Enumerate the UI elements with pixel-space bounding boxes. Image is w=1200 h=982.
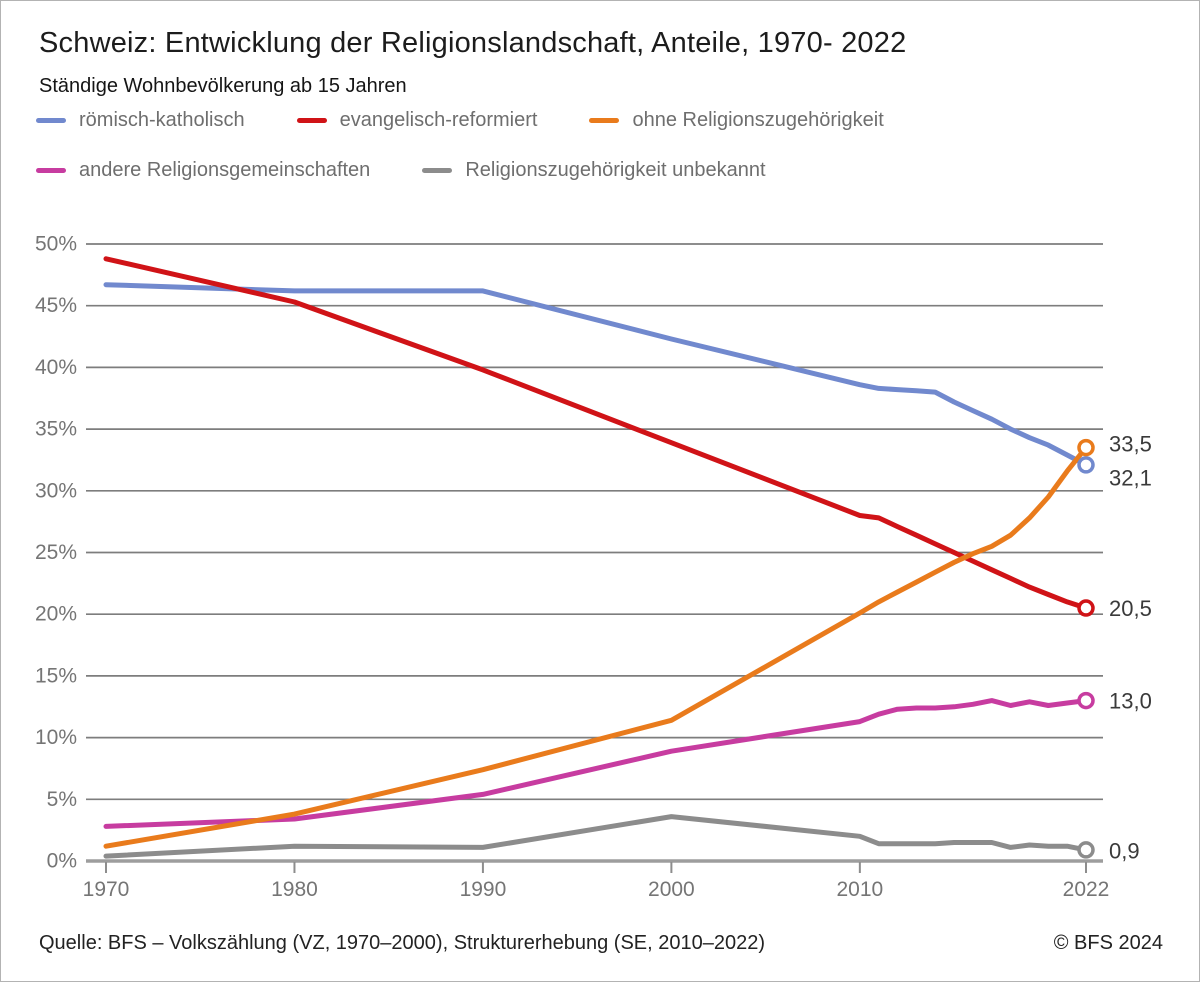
legend-item-ohne-religionszugehoerigkeit: ohne Religionszugehörigkeit	[589, 109, 884, 132]
y-axis-tick-label: 15%	[35, 664, 77, 687]
y-axis-tick-label: 30%	[35, 479, 77, 502]
legend-label: römisch-katholisch	[79, 109, 245, 131]
legend-swatch-icon	[36, 118, 66, 123]
axis-labels-layer: 0% 5% 10% 15% 20% 25% 30% 35% 40% 45% 50% 1970 1980 1…	[35, 233, 1152, 901]
legend-row-2: andere Religionsgemeinschaften Religions…	[36, 159, 1176, 182]
copyright-note: © BFS 2024	[1053, 932, 1163, 954]
series-end-value-label-2: 33,5	[1109, 431, 1152, 456]
page-title: Schweiz: Entwicklung der Religionslandsc…	[39, 27, 907, 59]
y-axis-tick-label: 20%	[35, 603, 77, 626]
legend-swatch-icon	[422, 168, 453, 173]
y-axis-tick-label: 50%	[35, 233, 77, 256]
x-axis-tick-label: 1980	[271, 878, 318, 901]
legend-label: andere Religionsgemeinschaften	[79, 159, 371, 181]
series-end-value-label-1: 20,5	[1109, 596, 1152, 621]
y-axis-tick-label: 0%	[47, 850, 77, 873]
legend-swatch-icon	[589, 118, 620, 123]
legend-item-religionszugehoerigkeit-unbekannt: Religionszugehörigkeit unbekannt	[422, 159, 766, 182]
series-line-2	[103, 445, 1089, 849]
x-axis-tick-label: 2010	[836, 878, 883, 901]
legend-item-evangelisch-reformiert: evangelisch-reformiert	[296, 109, 538, 132]
y-axis-tick-label: 10%	[35, 726, 77, 749]
series-end-marker-2	[1077, 438, 1095, 457]
legend-swatch-icon	[36, 168, 66, 173]
legend-label: evangelisch-reformiert	[339, 109, 538, 131]
legend-label: Religionszugehörigkeit unbekannt	[465, 159, 766, 181]
series-end-marker-3	[1077, 691, 1095, 710]
series-end-marker-1	[1077, 599, 1095, 617]
series-line-3	[103, 698, 1089, 829]
x-axis-tick-label: 2022	[1063, 878, 1110, 901]
series-end-value-label-0: 32,1	[1109, 466, 1152, 491]
source-note: Quelle: BFS – Volkszählung (VZ, 1970–200…	[39, 932, 766, 954]
chart-legend: römisch-katholisch evangelisch-reformier…	[36, 109, 1176, 209]
series-end-marker-0	[1077, 456, 1095, 474]
legend-label: ohne Religionszugehörigkeit	[632, 109, 884, 131]
series-end-marker-4	[1077, 841, 1095, 859]
legend-item-andere-religionsgemeinschaften: andere Religionsgemeinschaften	[36, 159, 370, 182]
y-axis-tick-label: 45%	[35, 294, 77, 317]
legend-item-roemisch-katholisch: römisch-katholisch	[36, 109, 245, 132]
x-axis-tick-label: 2000	[648, 878, 695, 901]
series-lines-layer	[103, 256, 1095, 859]
x-axis-tick-label: 1990	[460, 878, 507, 901]
gridlines-layer	[86, 243, 1103, 873]
legend-swatch-icon	[296, 118, 327, 123]
series-line-0	[103, 282, 1089, 468]
y-axis-tick-label: 25%	[35, 541, 77, 564]
series-end-value-label-3: 13,0	[1109, 688, 1152, 713]
y-axis-tick-label: 40%	[35, 356, 77, 379]
series-line-4	[103, 814, 1089, 859]
chart-subtitle: Ständige Wohnbevölkerung ab 15 Jahren	[39, 75, 407, 97]
series-end-value-label-4: 0,9	[1109, 839, 1140, 864]
x-axis-tick-label: 1970	[83, 878, 130, 901]
y-axis-tick-label: 35%	[35, 418, 77, 441]
series-line-1	[103, 256, 1089, 611]
y-axis-tick-label: 5%	[47, 788, 77, 811]
legend-row-1: römisch-katholisch evangelisch-reformier…	[36, 109, 1176, 132]
